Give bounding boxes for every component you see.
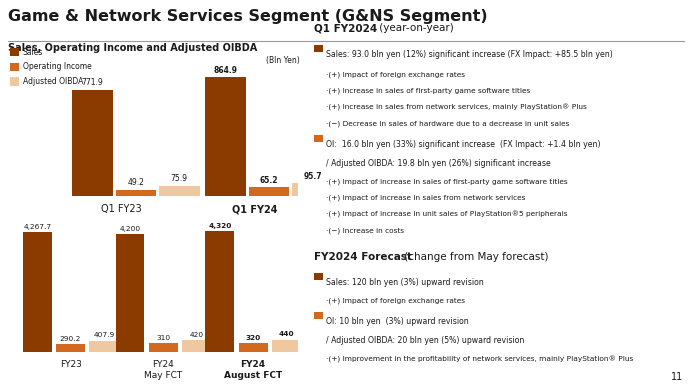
Bar xyxy=(72,90,112,196)
Text: ·(+) Impact of increase in sales of first-party game software titles: ·(+) Impact of increase in sales of firs… xyxy=(326,179,568,185)
Bar xyxy=(206,231,235,352)
Bar xyxy=(115,190,156,196)
Text: (change from May forecast): (change from May forecast) xyxy=(401,252,549,262)
Bar xyxy=(206,77,246,196)
Text: ·(+) Increase in sales from network services, mainly PlayStation® Plus: ·(+) Increase in sales from network serv… xyxy=(326,104,587,111)
Text: / Adjusted OIBDA: 19.8 bln yen (26%) significant increase: / Adjusted OIBDA: 19.8 bln yen (26%) sig… xyxy=(326,159,551,168)
Text: Sales: Sales xyxy=(23,47,43,57)
Text: ·(+) Impact of foreign exchange rates: ·(+) Impact of foreign exchange rates xyxy=(326,71,465,78)
Text: FY2024 Forecast: FY2024 Forecast xyxy=(314,252,412,262)
Text: 290.2: 290.2 xyxy=(60,336,81,342)
Text: 440: 440 xyxy=(279,331,295,338)
Text: Game & Network Services Segment (G&NS Segment): Game & Network Services Segment (G&NS Se… xyxy=(8,9,488,24)
Text: 11: 11 xyxy=(671,372,683,382)
Text: OI:  16.0 bln yen (33%) significant increase  (FX Impact: +1.4 bln yen): OI: 16.0 bln yen (33%) significant incre… xyxy=(326,140,601,149)
Text: 320: 320 xyxy=(246,335,261,341)
Bar xyxy=(293,183,333,196)
Text: ·(+) Impact of increase in sales from network services: ·(+) Impact of increase in sales from ne… xyxy=(326,195,526,202)
Text: 4,267.7: 4,267.7 xyxy=(23,224,51,230)
Text: Q1 FY23: Q1 FY23 xyxy=(101,204,141,214)
Text: / Adjusted OIBDA: 20 bln yen (5%) upward revision: / Adjusted OIBDA: 20 bln yen (5%) upward… xyxy=(326,336,525,345)
Text: 95.7: 95.7 xyxy=(304,172,322,181)
Text: 310: 310 xyxy=(156,335,170,341)
Text: Q1 FY2024: Q1 FY2024 xyxy=(314,23,377,33)
Text: FY24
May FCT: FY24 May FCT xyxy=(144,360,182,380)
Text: FY23: FY23 xyxy=(59,360,81,369)
Text: 49.2: 49.2 xyxy=(128,178,144,187)
Text: Adjusted OIBDA: Adjusted OIBDA xyxy=(23,77,83,86)
Text: 420: 420 xyxy=(190,332,204,338)
Bar xyxy=(115,234,144,352)
Text: ·(+) Increase in sales of first-party game software titles: ·(+) Increase in sales of first-party ga… xyxy=(326,88,531,94)
Text: 65.2: 65.2 xyxy=(260,176,278,185)
Text: Q1 FY24: Q1 FY24 xyxy=(232,204,277,214)
Text: ·(−) Decrease in sales of hardware due to a decrease in unit sales: ·(−) Decrease in sales of hardware due t… xyxy=(326,120,570,127)
Text: 864.9: 864.9 xyxy=(214,65,237,75)
Bar xyxy=(23,232,52,352)
Text: 771.9: 771.9 xyxy=(81,78,104,88)
Text: Operating Income: Operating Income xyxy=(23,62,92,72)
Bar xyxy=(272,340,301,352)
Text: Sales: 120 bln yen (3%) upward revision: Sales: 120 bln yen (3%) upward revision xyxy=(326,278,484,287)
Text: 4,320: 4,320 xyxy=(208,223,232,229)
Text: FY24
August FCT: FY24 August FCT xyxy=(224,360,282,380)
Bar xyxy=(90,341,119,352)
Text: 75.9: 75.9 xyxy=(170,175,188,184)
Bar xyxy=(159,186,199,196)
Bar xyxy=(239,343,268,352)
Text: Sales: 93.0 bln yen (12%) significant increase (FX Impact: +85.5 bln yen): Sales: 93.0 bln yen (12%) significant in… xyxy=(326,50,613,59)
Text: (year-on-year): (year-on-year) xyxy=(376,23,454,33)
Text: ·(+) Improvement in the profitability of network services, mainly PlayStation® P: ·(+) Improvement in the profitability of… xyxy=(326,356,633,363)
Text: 407.9: 407.9 xyxy=(93,332,115,338)
Text: 4,200: 4,200 xyxy=(119,226,141,232)
Text: ·(−) Increase in costs: ·(−) Increase in costs xyxy=(326,228,404,234)
Bar xyxy=(182,340,211,352)
Text: OI: 10 bln yen  (3%) upward revision: OI: 10 bln yen (3%) upward revision xyxy=(326,317,469,326)
Bar xyxy=(249,187,289,196)
Text: Sales, Operating Income and Adjusted OIBDA: Sales, Operating Income and Adjusted OIB… xyxy=(8,43,257,53)
Text: ·(+) Impact of increase in unit sales of PlayStation®5 peripherals: ·(+) Impact of increase in unit sales of… xyxy=(326,211,568,218)
Text: (Bln Yen): (Bln Yen) xyxy=(266,56,300,65)
Bar xyxy=(56,344,85,352)
Bar xyxy=(149,343,178,352)
Text: ·(+) Impact of foreign exchange rates: ·(+) Impact of foreign exchange rates xyxy=(326,298,465,304)
